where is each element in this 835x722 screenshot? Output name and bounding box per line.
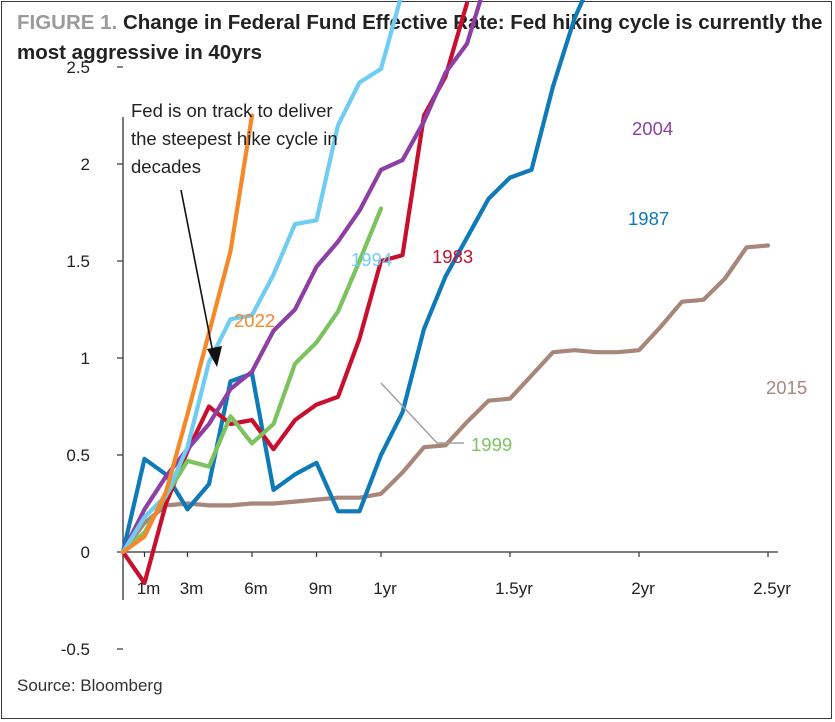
- y-tick-label: 0: [81, 543, 90, 562]
- y-tick-label: 1: [81, 349, 90, 368]
- series-line-2004: [120, 0, 483, 555]
- x-tick-label: 2yr: [631, 579, 655, 598]
- x-tick-label: 2.5yr: [753, 579, 791, 598]
- y-tick-label: 0.5: [66, 446, 90, 465]
- y-tick-label: -0.5: [61, 640, 90, 659]
- y-tick-label: 2.5: [66, 58, 90, 77]
- chart-axes: -0.500.511.522.533.544.51m3m6m9m1yr1.5yr…: [61, 58, 792, 659]
- series-label-2004: 2004: [632, 118, 673, 139]
- series-label-1983: 1983: [432, 246, 473, 267]
- x-tick-label: 9m: [309, 579, 333, 598]
- figure-label: FIGURE 1.: [17, 11, 118, 34]
- series-label-1987: 1987: [628, 208, 669, 229]
- annotation-text: Fed is on track to deliver the steepest h…: [131, 100, 338, 177]
- annotation-line: decades: [131, 156, 201, 177]
- series-line-2015: [120, 243, 771, 555]
- chart-series-labels: 2004 1987 1994 1983 2022 1999 2015: [234, 118, 807, 455]
- x-tick-label: 1yr: [373, 579, 397, 598]
- x-tick-label: 1.5yr: [495, 579, 533, 598]
- y-tick-label: 1.5: [66, 252, 90, 271]
- series-line-2022: [120, 113, 255, 555]
- chart-series: [120, 0, 771, 586]
- y-tick-label: 2: [81, 155, 90, 174]
- callout-line-1999: [380, 382, 464, 444]
- x-tick-label: 3m: [180, 579, 204, 598]
- series-line-1983: [120, 0, 470, 586]
- series-label-1994: 1994: [351, 249, 392, 270]
- x-tick-label: 6m: [244, 579, 268, 598]
- series-label-2015: 2015: [766, 377, 807, 398]
- annotation-line: the steepest hike cycle in: [131, 128, 338, 149]
- chart-annotation-layer: Fed is on track to deliver the steepest h…: [131, 100, 464, 444]
- annotation-arrow-head: [207, 346, 222, 367]
- annotation-arrow-shaft: [180, 189, 214, 354]
- series-label-1999: 1999: [471, 434, 512, 455]
- series-line-1987: [120, 0, 585, 555]
- series-label-2022: 2022: [234, 310, 275, 331]
- series-line-1994: [120, 0, 403, 555]
- annotation-line: Fed is on track to deliver: [131, 100, 333, 121]
- x-tick-label: 1m: [137, 579, 161, 598]
- source-note: Source: Bloomberg: [17, 676, 163, 695]
